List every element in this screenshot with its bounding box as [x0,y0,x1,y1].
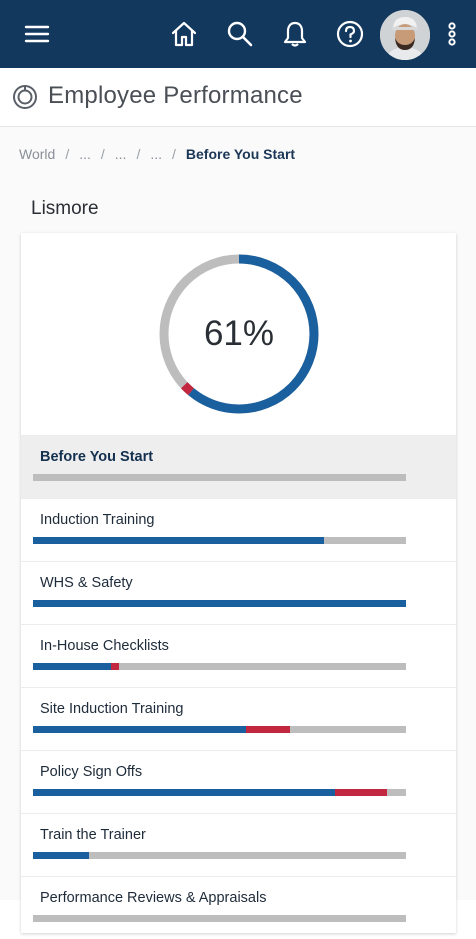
module-item[interactable]: Induction Training [21,498,456,561]
module-label: Performance Reviews & Appraisals [40,890,267,906]
module-item[interactable]: In-House Checklists [21,624,456,687]
progress-complete-segment [33,663,112,670]
breadcrumb-item-collapsed[interactable]: ... [79,146,91,162]
module-item[interactable]: Policy Sign Offs [21,750,456,813]
site-name: Lismore [31,198,99,219]
breadcrumb-current: Before You Start [185,146,296,162]
module-list: Before You Start Induction Training WHS & … [21,435,456,939]
module-label: Induction Training [40,512,155,528]
progress-ring [159,254,319,414]
module-progress-bar [33,915,406,922]
module-progress-bar [33,663,406,670]
module-item[interactable]: Performance Reviews & Appraisals [21,876,456,939]
search-icon[interactable] [225,19,255,49]
menu-icon[interactable] [22,19,52,49]
module-progress-bar [33,474,406,481]
module-label: Train the Trainer [40,827,146,843]
help-icon[interactable] [335,19,365,49]
module-item[interactable]: Before You Start [21,435,456,498]
progress-ring-complete [159,254,319,414]
module-progress-bar [33,852,406,859]
top-app-bar [0,0,476,68]
module-label: WHS & Safety [40,575,133,591]
title-bar: Employee Performance [0,68,476,127]
progress-complete-segment [33,600,406,607]
progress-complete-segment [33,726,246,733]
progress-overdue-segment [245,726,291,733]
module-item[interactable]: Site Induction Training [21,687,456,750]
module-item[interactable]: Train the Trainer [21,813,456,876]
module-progress-bar [33,600,406,607]
page-title: Employee Performance [48,82,303,109]
breadcrumb-separator: / [136,146,141,162]
progress-complete-segment [33,852,89,859]
bell-icon[interactable] [280,19,310,49]
module-item[interactable]: WHS & Safety [21,561,456,624]
module-progress-bar [33,537,406,544]
more-vert-icon[interactable] [442,19,462,49]
home-icon[interactable] [169,19,199,49]
progress-overdue-segment [335,789,388,796]
progress-complete-segment [33,537,324,544]
module-label: In-House Checklists [40,638,169,654]
breadcrumb-separator: / [172,146,176,162]
breadcrumb-item-collapsed[interactable]: ... [150,146,162,162]
breadcrumb-separator: / [100,146,105,162]
progress-card: 61% Before You Start Induction Training WH… [21,233,456,933]
module-label: Site Induction Training [40,701,184,717]
progress-complete-segment [33,789,336,796]
breadcrumb-item-collapsed[interactable]: ... [114,146,127,162]
breadcrumb-item-world[interactable]: World [19,146,56,162]
module-progress-bar [33,789,406,796]
module-progress-bar [33,726,406,733]
breadcrumb: World /... /... /... / Before You Start [19,146,295,162]
performance-gauge-icon [11,83,39,111]
avatar[interactable] [380,10,430,60]
module-label: Policy Sign Offs [40,764,143,780]
content-area: World /... /... /... / Before You Start Lismo… [0,127,476,933]
module-label: Before You Start [40,449,154,465]
progress-percent: 61% [203,314,275,353]
breadcrumb-separator: / [65,146,70,162]
progress-overdue-segment [111,663,119,670]
